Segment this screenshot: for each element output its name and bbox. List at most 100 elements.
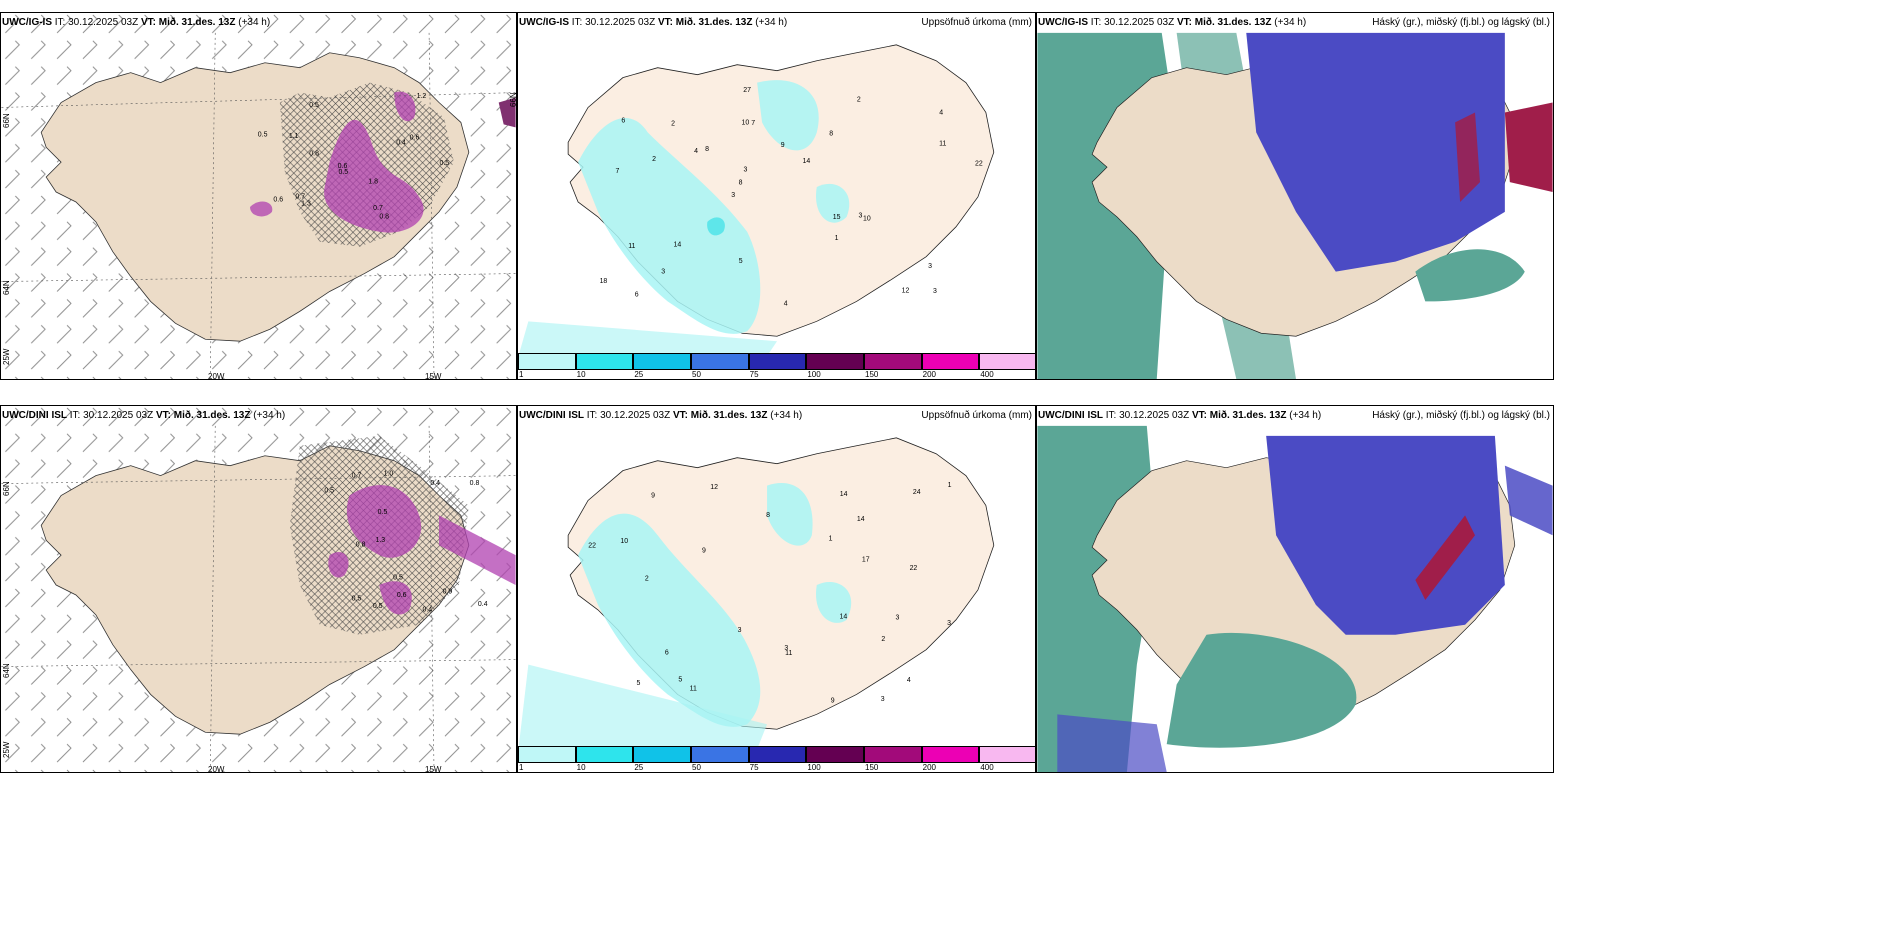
colorbar-swatch [691,353,749,370]
map-value-label: 24 [913,489,921,496]
panel-ig-wind: UWC/IG-IS IT: 30.12.2025 03Z VT: Mið. 31… [0,12,517,380]
colorbar-tick: 400 [980,763,994,772]
map-value-label: 0.5 [258,132,268,139]
colorbar-tick: 100 [807,763,821,772]
map-value-label: 0.4 [430,480,440,487]
map-value-label: 1.0 [384,471,394,478]
map-value-label: 1 [948,482,952,489]
colorbar-tick: 150 [865,370,879,379]
lon-label-25: 25W [2,741,11,758]
panel-ig-precip: UWC/IG-IS IT: 30.12.2025 03Z VT: Mið. 31… [517,12,1036,380]
colorbar-tick: 25 [634,763,644,772]
map-value-label: 12 [902,288,910,295]
panel-dini-clouds: UWC/DINI ISL IT: 30.12.2025 03Z VT: Mið.… [1036,405,1554,773]
panel-header: UWC/IG-IS IT: 30.12.2025 03Z VT: Mið. 31… [1038,17,1307,28]
wind-map: 0.5 0.4 0.5 0.9 0.7 0.5 0.8 0.4 1.0 0.5 0.8 0.6 1.3 0… [1,406,516,772]
map-value-label: 1 [829,535,833,542]
map-value-label: 0.5 [440,160,450,167]
colorbar-swatch [518,353,576,370]
panel-header: UWC/DINI ISL IT: 30.12.2025 03Z VT: Mið.… [1038,410,1322,421]
map-value-label: 10 [863,215,871,222]
wind-value-labels: 0.80.50.71.1 0.60.70.50.80.51.30.60.50.61… [258,93,450,221]
map-value-label: 3 [784,645,788,652]
map-value-label: 5 [739,258,743,265]
map-value-label: 0.4 [478,601,488,608]
map-value-label: 15 [833,214,841,221]
map-value-label: 9 [651,493,655,500]
map-value-label: 18 [600,278,608,285]
map-value-label: 0.6 [397,592,407,599]
colorbar-tick: 10 [576,370,586,379]
lon-label-20: 20W [208,765,225,773]
map-value-label: 1.8 [368,179,378,186]
map-value-label: 6 [665,650,669,657]
map-value-label: 4 [694,148,698,155]
map-value-label: 2 [652,156,656,163]
map-value-label: 0.9 [443,588,453,595]
colorbar-swatch [979,746,1035,763]
map-value-label: 10 [620,538,628,545]
map-value-label: 5 [678,676,682,683]
lon-label-25: 25W [2,348,11,365]
map-value-label: 0.6 [273,196,283,203]
map-value-label: 22 [910,565,918,572]
map-value-label: 3 [731,192,735,199]
map-value-label: 10 [741,119,749,126]
map-value-label: 0.5 [309,102,319,109]
colorbar-tick: 1 [519,763,524,772]
map-value-label: 0.6 [338,163,348,170]
map-value-label: 7 [615,168,619,175]
colorbar-tick: 10 [576,763,586,772]
map-value-label: 2 [671,120,675,127]
map-value-label: 11 [628,243,635,250]
map-value-label: 8 [829,130,833,137]
map-value-label: 2 [881,636,885,643]
map-value-label: 0.5 [338,169,348,176]
lon-label-15: 15W [425,765,442,773]
colorbar-swatch [633,353,691,370]
map-value-label: 0.5 [378,509,388,516]
map-value-label: 12 [710,484,718,491]
colorbar-swatch [575,746,634,763]
map-value-label: 0.7 [295,193,305,200]
map-value-label: 5 [637,680,641,687]
colorbar-tick: 200 [922,370,937,379]
wind-value-labels: 0.5 0.4 0.5 0.9 0.7 0.5 0.8 0.4 1.0 0.5 0.8 0.6 1.3 0… [324,471,487,614]
map-value-label: 11 [690,686,697,693]
panel-dini-precip: UWC/DINI ISL IT: 30.12.2025 03Z VT: Mið.… [517,405,1036,773]
colorbar-tick: 1 [519,370,524,379]
map-value-label: 0.7 [352,473,362,480]
map-value-label: 0.5 [393,575,403,582]
lat-label-66-right: 66N [509,92,517,107]
map-value-label: 3 [738,627,742,634]
cloud-map [1037,406,1553,772]
map-value-label: 27 [743,87,751,94]
precip-colorbar: 1 10 25 50 75 100 150 200 400 [518,353,1035,379]
colorbar-tick: 50 [692,370,701,379]
map-value-label: 1.3 [375,537,385,544]
colorbar-swatch [748,746,807,763]
colorbar-swatch [921,353,980,370]
map-value-label: 9 [702,548,706,555]
lat-label-64: 64N [2,663,11,678]
map-value-label: 3 [661,268,665,275]
colorbar-swatch [575,353,634,370]
colorbar-tick: 200 [922,763,937,772]
map-value-label: 6 [621,117,625,124]
colorbar-swatch [806,746,864,763]
map-value-label: 0.6 [410,135,420,142]
map-value-label: 11 [785,650,792,657]
map-value-label: 3 [896,615,900,622]
map-value-label: 7 [751,120,755,127]
precip-value-labels: 3743861091181837141062722151185322141233… [600,87,983,308]
map-value-label: 0.5 [373,603,383,610]
map-value-label: 8 [705,146,709,153]
cloud-map [1037,13,1553,379]
map-value-label: 14 [857,516,865,523]
lat-label-66: 66N [2,113,11,128]
map-value-label: 2 [645,575,649,582]
map-value-label: 1.1 [289,133,299,140]
cloud-title: Háský (gr.), miðský (fj.bl.) og lágský (… [1372,410,1550,421]
map-value-label: 22 [975,160,983,167]
